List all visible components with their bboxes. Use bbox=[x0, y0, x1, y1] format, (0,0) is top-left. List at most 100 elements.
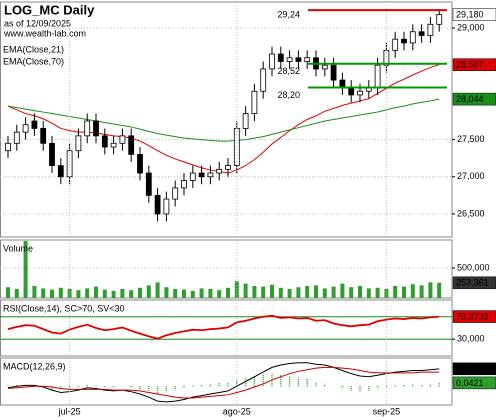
candle-body bbox=[401, 38, 407, 44]
candle-body bbox=[330, 64, 337, 81]
volume-bar bbox=[270, 284, 274, 298]
series-line bbox=[7, 366, 440, 399]
volume-bar bbox=[419, 285, 424, 298]
candle-body bbox=[5, 142, 11, 152]
candle-body bbox=[207, 172, 214, 178]
last-value-box bbox=[452, 362, 496, 376]
y-tick-label: 27,500 bbox=[457, 134, 485, 144]
candle-body bbox=[75, 135, 82, 152]
legend-entry: EMA(Close,21) bbox=[3, 44, 64, 54]
volume-bar bbox=[111, 290, 116, 298]
last-value-box bbox=[452, 276, 496, 290]
volume-bar bbox=[384, 289, 389, 298]
candle-body bbox=[409, 31, 416, 44]
volume-bar bbox=[402, 286, 406, 298]
volume-bar bbox=[76, 290, 81, 298]
volume-bar bbox=[6, 287, 10, 298]
source: www.wealth-lab.com bbox=[3, 28, 86, 38]
candle-body bbox=[110, 142, 117, 148]
candle-body bbox=[392, 38, 399, 51]
candle-body bbox=[137, 154, 143, 174]
candle-body bbox=[295, 57, 302, 62]
candle-body bbox=[348, 87, 355, 96]
candle-body bbox=[198, 172, 205, 178]
candle-body bbox=[84, 120, 91, 137]
pane-frame bbox=[0, 1, 453, 238]
series-line bbox=[7, 64, 440, 174]
candle-body bbox=[321, 64, 328, 70]
volume-bar bbox=[226, 287, 230, 298]
volume-bar bbox=[296, 287, 301, 298]
last-value-label: 28,044 bbox=[456, 94, 484, 104]
legend-entry: EMA(Close,70) bbox=[3, 56, 64, 66]
y-tick-label: 26,500 bbox=[457, 208, 485, 218]
volume-bar bbox=[349, 287, 354, 298]
candle-body bbox=[277, 53, 284, 62]
volume-bar bbox=[287, 289, 292, 298]
candle-body bbox=[22, 124, 29, 133]
candle-body bbox=[119, 135, 126, 144]
volume-bar bbox=[164, 287, 169, 298]
series-line bbox=[7, 98, 440, 142]
volume-bar bbox=[58, 287, 63, 298]
candle-body bbox=[242, 113, 249, 129]
volume-bar bbox=[314, 285, 318, 298]
volume-bar bbox=[102, 289, 107, 298]
volume-bar bbox=[358, 286, 362, 298]
pane-label: MACD(12,26,9) bbox=[3, 361, 66, 371]
last-value-box bbox=[452, 92, 496, 106]
last-value-box bbox=[452, 8, 496, 21]
candle-body bbox=[436, 14, 443, 25]
volume-bar bbox=[340, 283, 345, 298]
level-label: 29,24 bbox=[277, 10, 300, 20]
candle-body bbox=[286, 57, 293, 62]
last-value-label: 253,361 bbox=[456, 278, 489, 288]
volume-bar bbox=[331, 286, 336, 298]
volume-bar bbox=[278, 287, 283, 298]
volume-bar bbox=[138, 287, 142, 298]
volume-bar bbox=[393, 286, 398, 298]
volume-bar bbox=[50, 289, 54, 298]
series-line bbox=[7, 362, 440, 403]
volume-bar bbox=[190, 290, 195, 298]
volume-bar bbox=[243, 283, 248, 298]
candle-body bbox=[57, 165, 64, 178]
pane-label: Volume bbox=[3, 243, 33, 253]
candle-body bbox=[374, 64, 381, 88]
last-value-label: 0,0421 bbox=[456, 378, 484, 388]
level-label: 28,20 bbox=[277, 90, 300, 100]
candle-body bbox=[216, 168, 223, 174]
y-tick-label: 29,000 bbox=[457, 22, 485, 32]
volume-bar bbox=[437, 282, 442, 298]
candle-body bbox=[40, 128, 47, 144]
candle-body bbox=[154, 194, 161, 215]
candle-body bbox=[66, 150, 73, 178]
last-value-label: 70,3733 bbox=[456, 311, 489, 321]
last-value-label: 29,180 bbox=[456, 10, 484, 20]
candle-body bbox=[225, 165, 231, 170]
volume-bar bbox=[261, 286, 266, 298]
volume-bar bbox=[234, 281, 239, 298]
candle-body bbox=[304, 57, 311, 62]
volume-bar bbox=[208, 289, 213, 298]
level-label: 28,52 bbox=[277, 66, 300, 76]
volume-bar bbox=[217, 290, 222, 298]
candle-body bbox=[128, 135, 135, 155]
candle-body bbox=[269, 53, 275, 70]
volume-bar bbox=[182, 289, 186, 298]
volume-bar bbox=[173, 289, 178, 298]
volume-bar bbox=[32, 286, 37, 298]
volume-bar bbox=[252, 286, 257, 298]
volume-bar bbox=[94, 286, 98, 298]
pane-frame bbox=[0, 299, 453, 357]
last-value-box bbox=[452, 376, 496, 390]
candle-body bbox=[251, 90, 258, 114]
y-tick-label: 30,000 bbox=[457, 334, 485, 344]
volume-bar bbox=[410, 284, 415, 298]
candle-body bbox=[418, 31, 425, 36]
volume-bar bbox=[375, 287, 380, 298]
candle-body bbox=[93, 120, 99, 137]
volume-bar bbox=[322, 288, 327, 298]
candle-body bbox=[427, 23, 434, 36]
pane-label: RSI(Close,14), SC>70, SV<30 bbox=[3, 303, 125, 313]
